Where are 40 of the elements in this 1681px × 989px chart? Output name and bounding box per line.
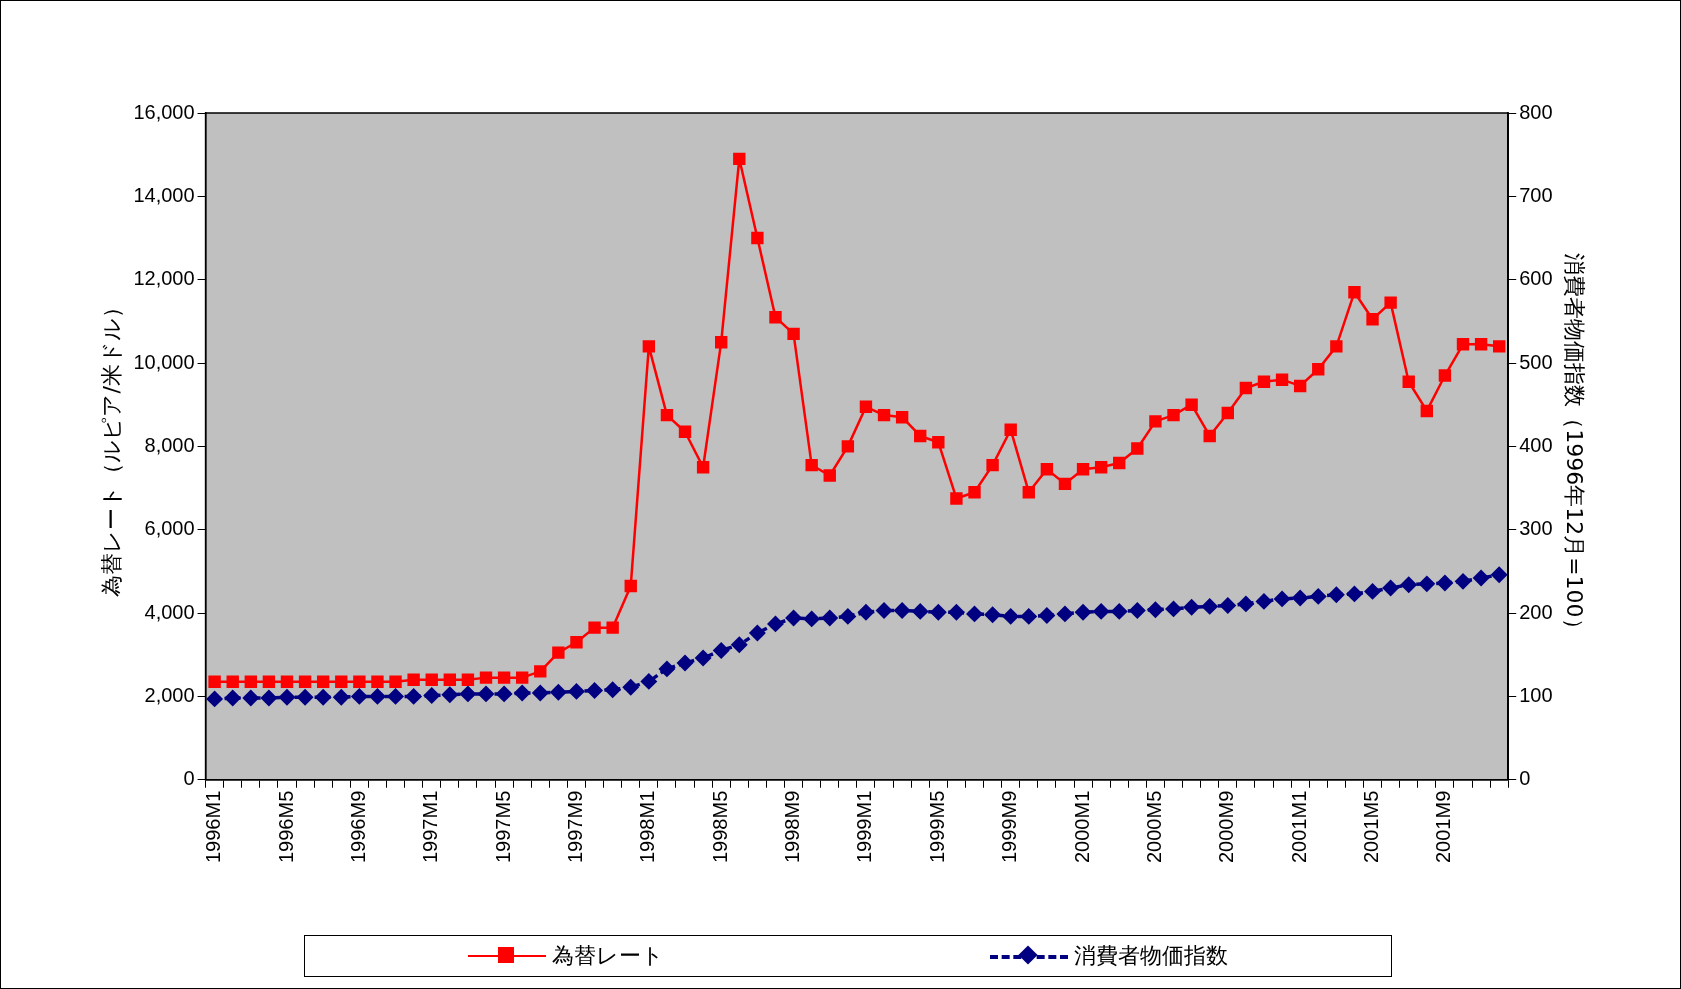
y-tick-label: 6,000 (144, 517, 195, 540)
y2-tick-label: 600 (1519, 267, 1553, 290)
x-tick-label: 1996M5 (274, 790, 297, 864)
x-tick-label: 1999M1 (853, 790, 876, 864)
x-tick-label: 2001M5 (1360, 790, 1383, 864)
y-tick-label: 14,000 (133, 183, 195, 206)
x-tick-label: 1999M5 (925, 790, 948, 864)
y2-axis-title: 消費者物価指数（1996年12月=100） (1562, 253, 1588, 640)
y2-tick-label: 800 (1519, 100, 1553, 123)
y-tick-label: 10,000 (133, 350, 195, 373)
y-tick-label: 2,000 (144, 683, 195, 706)
x-tick-label: 1998M1 (636, 790, 659, 864)
x-tick-label: 1997M1 (419, 790, 442, 864)
x-tick-label: 1998M9 (781, 790, 804, 864)
y-tick-label: 4,000 (144, 600, 195, 623)
x-tick-label: 1997M5 (491, 790, 514, 864)
x-tick-label: 1996M1 (202, 790, 225, 864)
y-tick-label: 0 (183, 767, 195, 790)
y2-tick-label: 0 (1519, 767, 1531, 790)
y-axis-title: 為替レート（ルピア/米ドル） (98, 296, 124, 597)
y-tick-label: 12,000 (133, 267, 195, 290)
y2-tick-label: 100 (1519, 683, 1553, 706)
x-tick-label: 2000M5 (1142, 790, 1165, 864)
y2-tick-label: 500 (1519, 350, 1553, 373)
y-tick-label: 16,000 (133, 100, 195, 123)
x-tick-label: 2001M9 (1432, 790, 1455, 864)
y2-tick-label: 300 (1519, 517, 1553, 540)
x-tick-label: 2000M9 (1215, 790, 1238, 864)
y2-tick-label: 200 (1519, 600, 1553, 623)
y2-tick-label: 400 (1519, 433, 1553, 456)
legend-label: 為替レート (552, 942, 664, 970)
x-tick-label: 1999M9 (998, 790, 1021, 864)
x-tick-label: 2001M1 (1287, 790, 1310, 864)
x-tick-label: 2000M1 (1070, 790, 1093, 864)
x-tick-label: 1998M5 (708, 790, 731, 864)
legend-label: 消費者物価指数 (1074, 942, 1228, 970)
y2-tick-label: 700 (1519, 183, 1553, 206)
x-tick-label: 1996M9 (346, 790, 369, 864)
y-tick-label: 8,000 (144, 433, 195, 456)
x-tick-label: 1997M9 (563, 790, 586, 864)
